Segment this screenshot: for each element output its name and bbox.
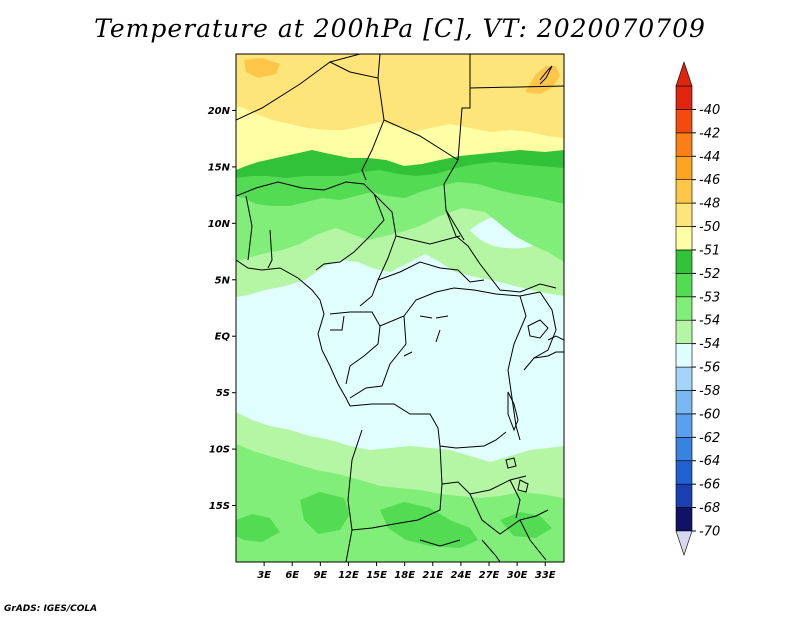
colorbar-swatch — [675, 249, 693, 274]
colorbar-swatch — [675, 179, 693, 204]
colorbar-swatch — [675, 109, 693, 134]
lon-tick-label: 30E — [507, 570, 528, 581]
colorbar-swatch — [675, 390, 693, 415]
colorbar-swatch — [675, 132, 693, 157]
colorbar-swatch — [675, 319, 693, 344]
colorbar-label: -54 — [699, 337, 720, 352]
lat-tick-label: 10N — [208, 219, 231, 230]
colorbar-label: -52 — [699, 267, 720, 282]
grads-credit: GrADS: IGES/COLA — [4, 604, 98, 614]
field-pocket-cold-coast — [236, 296, 322, 326]
colorbar-label: -51 — [699, 243, 720, 258]
colorbar-label: -44 — [699, 150, 720, 165]
field-band-52-south-a — [300, 492, 350, 534]
field-band-52-south-d — [500, 512, 552, 538]
plot-frame — [235, 53, 565, 563]
colorbar-label: -66 — [699, 478, 720, 493]
colorbar-label: -58 — [699, 384, 720, 399]
colorbar-label: -56 — [699, 361, 720, 376]
colorbar-swatch — [675, 226, 693, 251]
field-band-46-nw — [244, 58, 280, 78]
temperature-field — [236, 54, 564, 562]
colorbar-label: -53 — [699, 290, 720, 305]
colorbar-top-arrow — [675, 61, 693, 87]
colorbar-swatch — [675, 366, 693, 391]
colorbar-bottom-arrow — [675, 530, 693, 556]
colorbar-swatch — [675, 413, 693, 438]
colorbar-swatch — [675, 85, 693, 110]
lon-tick-label: 21E — [422, 570, 443, 581]
colorbar-swatch — [675, 273, 693, 298]
lon-tick-label: 18E — [394, 570, 415, 581]
lat-tick-label: 15S — [209, 501, 230, 512]
colorbar-swatch — [675, 507, 693, 532]
colorbar-label: -40 — [699, 103, 720, 118]
colorbar-swatch — [675, 155, 693, 180]
colorbar-swatch — [675, 202, 693, 227]
lat-tick-label: 5S — [216, 388, 230, 399]
field-band-52-south-c — [236, 514, 280, 542]
colorbar-label: -60 — [699, 407, 720, 422]
lat-tick-label: 10S — [209, 445, 230, 456]
colorbar-swatch — [675, 437, 693, 462]
colorbar-label: -62 — [699, 431, 720, 446]
lat-tick-label: 20N — [208, 106, 231, 117]
map-title: Temperature at 200hPa [C], VT: 202007070… — [94, 14, 706, 43]
lon-tick-label: 33E — [535, 570, 556, 581]
lon-tick-label: 6E — [285, 570, 299, 581]
colorbar-swatch — [675, 343, 693, 368]
colorbar-label: -50 — [699, 220, 720, 235]
field-band-48 — [236, 54, 564, 138]
colorbar-label: -70 — [699, 525, 720, 540]
colorbar-swatch — [675, 483, 693, 508]
colorbar-label: -42 — [699, 126, 720, 141]
colorbar-label: -68 — [699, 501, 720, 516]
lat-tick-label: 15N — [208, 162, 231, 173]
lon-tick-label: 15E — [366, 570, 387, 581]
lon-tick-label: 9E — [313, 570, 327, 581]
latitude-axis: 20N 15N 10N 5N EQ 5S 10S 15S — [208, 106, 236, 512]
colorbar-label: -64 — [699, 454, 720, 469]
colorbar-label: -54 — [699, 314, 720, 329]
longitude-axis: 3E 6E 9E 12E 15E 18E 21E 24E 27E 30E 33E — [257, 562, 556, 581]
colorbar-swatch — [675, 460, 693, 485]
lon-tick-label: 27E — [479, 570, 500, 581]
colorbar-label: -48 — [699, 197, 720, 212]
field-band-52-south-b — [380, 502, 478, 548]
lat-tick-label: 5N — [215, 275, 231, 286]
lat-tick-label: EQ — [215, 332, 231, 343]
country-borders — [236, 54, 564, 562]
lon-tick-label: 24E — [451, 570, 472, 581]
lon-tick-label: 12E — [338, 570, 359, 581]
colorbar-legend: -70 -68 -66 -64 -62 -60 -58 -56 -54 -54 -53 -52 -51 -… — [675, 61, 720, 556]
colorbar-swatch — [675, 296, 693, 321]
lon-tick-label: 3E — [257, 570, 271, 581]
colorbar-label: -46 — [699, 173, 720, 188]
